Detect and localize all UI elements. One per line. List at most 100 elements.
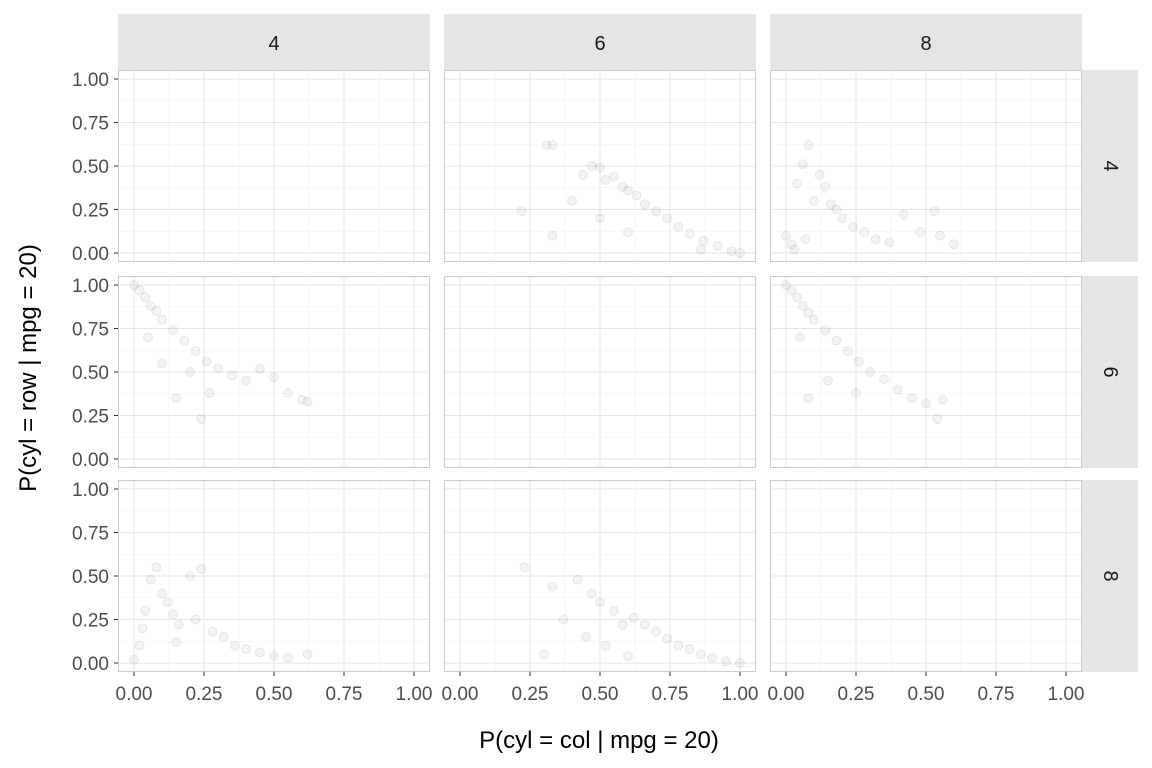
data-point [623,185,633,196]
data-point [168,325,179,336]
data-point [595,162,605,173]
data-point [269,651,279,662]
data-point [609,605,619,616]
data-point [207,626,218,637]
data-point [218,631,229,642]
data-point [792,178,803,189]
x-tick-label: 0.75 [326,684,363,705]
data-point [143,332,153,343]
x-tick-label: 0.50 [582,684,619,705]
y-tick-label: 0.75 [72,320,109,341]
data-point [789,244,800,255]
data-point [134,640,145,651]
panel-row-6-col-6 [444,276,756,468]
data-point [859,227,870,238]
data-point [134,285,145,296]
y-tick-label: 0.00 [72,244,109,265]
data-point [129,654,139,665]
x-tick-label: 0.25 [838,684,875,705]
panel-row-6-col-8 [770,276,1082,468]
axis-layer: 0.00 0.25 0.50 0.75 1.00 0.00 0.25 0.50 0.75 1.00… [72,70,1084,705]
y-tick-label: 0.25 [72,201,109,222]
data-point [639,619,650,630]
data-point [726,246,737,257]
data-point [586,588,597,599]
data-point [137,623,148,634]
x-tick-label: 0.00 [116,684,153,705]
panel-grid [444,480,756,672]
data-point [227,370,237,381]
data-point [795,332,805,343]
x-tick-label: 0.00 [768,684,805,705]
data-point [837,213,847,224]
data-point [662,633,673,644]
data-point [651,626,661,637]
data-point [786,285,797,296]
data-point [684,644,695,655]
data-point [695,244,706,255]
panel-border [118,70,430,262]
data-point [581,631,591,642]
data-point [809,314,819,325]
panel-row-4-col-8 [770,70,1082,262]
row-strip-6 [1082,276,1138,468]
data-point [196,413,207,424]
x-tick-label: 0.25 [186,684,223,705]
x-tick-label: 1.00 [396,684,433,705]
y-tick-label: 1.00 [72,480,109,501]
col-strip-4 [118,14,430,70]
y-tick-label: 0.75 [72,524,109,545]
data-point [173,619,184,630]
panel-border [444,480,756,672]
panel-border [444,70,756,262]
data-point [803,393,814,404]
data-point [853,356,864,367]
data-point [600,174,611,185]
panel-border [770,276,1082,468]
data-point [786,239,797,250]
data-point [851,387,861,398]
data-point [600,640,611,651]
panel-border [118,276,430,468]
col-strip-label: 6 [594,33,605,55]
data-point [848,221,859,232]
x-axis-title: P(cyl = col | mpg = 20) [479,727,719,754]
panel-points [519,562,745,668]
x-tick-label: 0.75 [978,684,1015,705]
data-point [171,393,181,404]
data-point [865,367,875,377]
data-point [803,140,814,151]
y-tick-label: 0.25 [72,407,109,428]
data-point [695,649,706,660]
data-point [302,396,313,407]
panel-border [770,70,1082,262]
x-tick-label: 0.00 [442,684,479,705]
data-point [151,562,162,573]
data-point [831,204,842,215]
panel-layer [118,70,1082,672]
row-strip-8 [1082,480,1138,672]
data-point [870,234,881,245]
data-point [937,394,948,405]
y-tick-label: 0.50 [72,157,109,178]
data-point [842,346,853,357]
data-point [151,306,162,317]
y-tick-label: 0.50 [72,363,109,384]
panel-row-8-col-4 [118,480,430,672]
data-point [541,140,552,151]
y-tick-label: 0.00 [72,654,109,675]
data-point [609,171,619,182]
panel-grid [118,70,430,262]
row-strip-label: 6 [1099,366,1121,377]
data-point [519,562,530,573]
data-point [516,206,527,217]
panel-border [444,276,756,468]
data-point [586,161,597,171]
data-point [617,181,628,192]
data-point [831,335,842,346]
data-point [190,346,201,357]
data-point [578,169,589,180]
data-point [204,387,215,398]
data-point [735,248,745,258]
